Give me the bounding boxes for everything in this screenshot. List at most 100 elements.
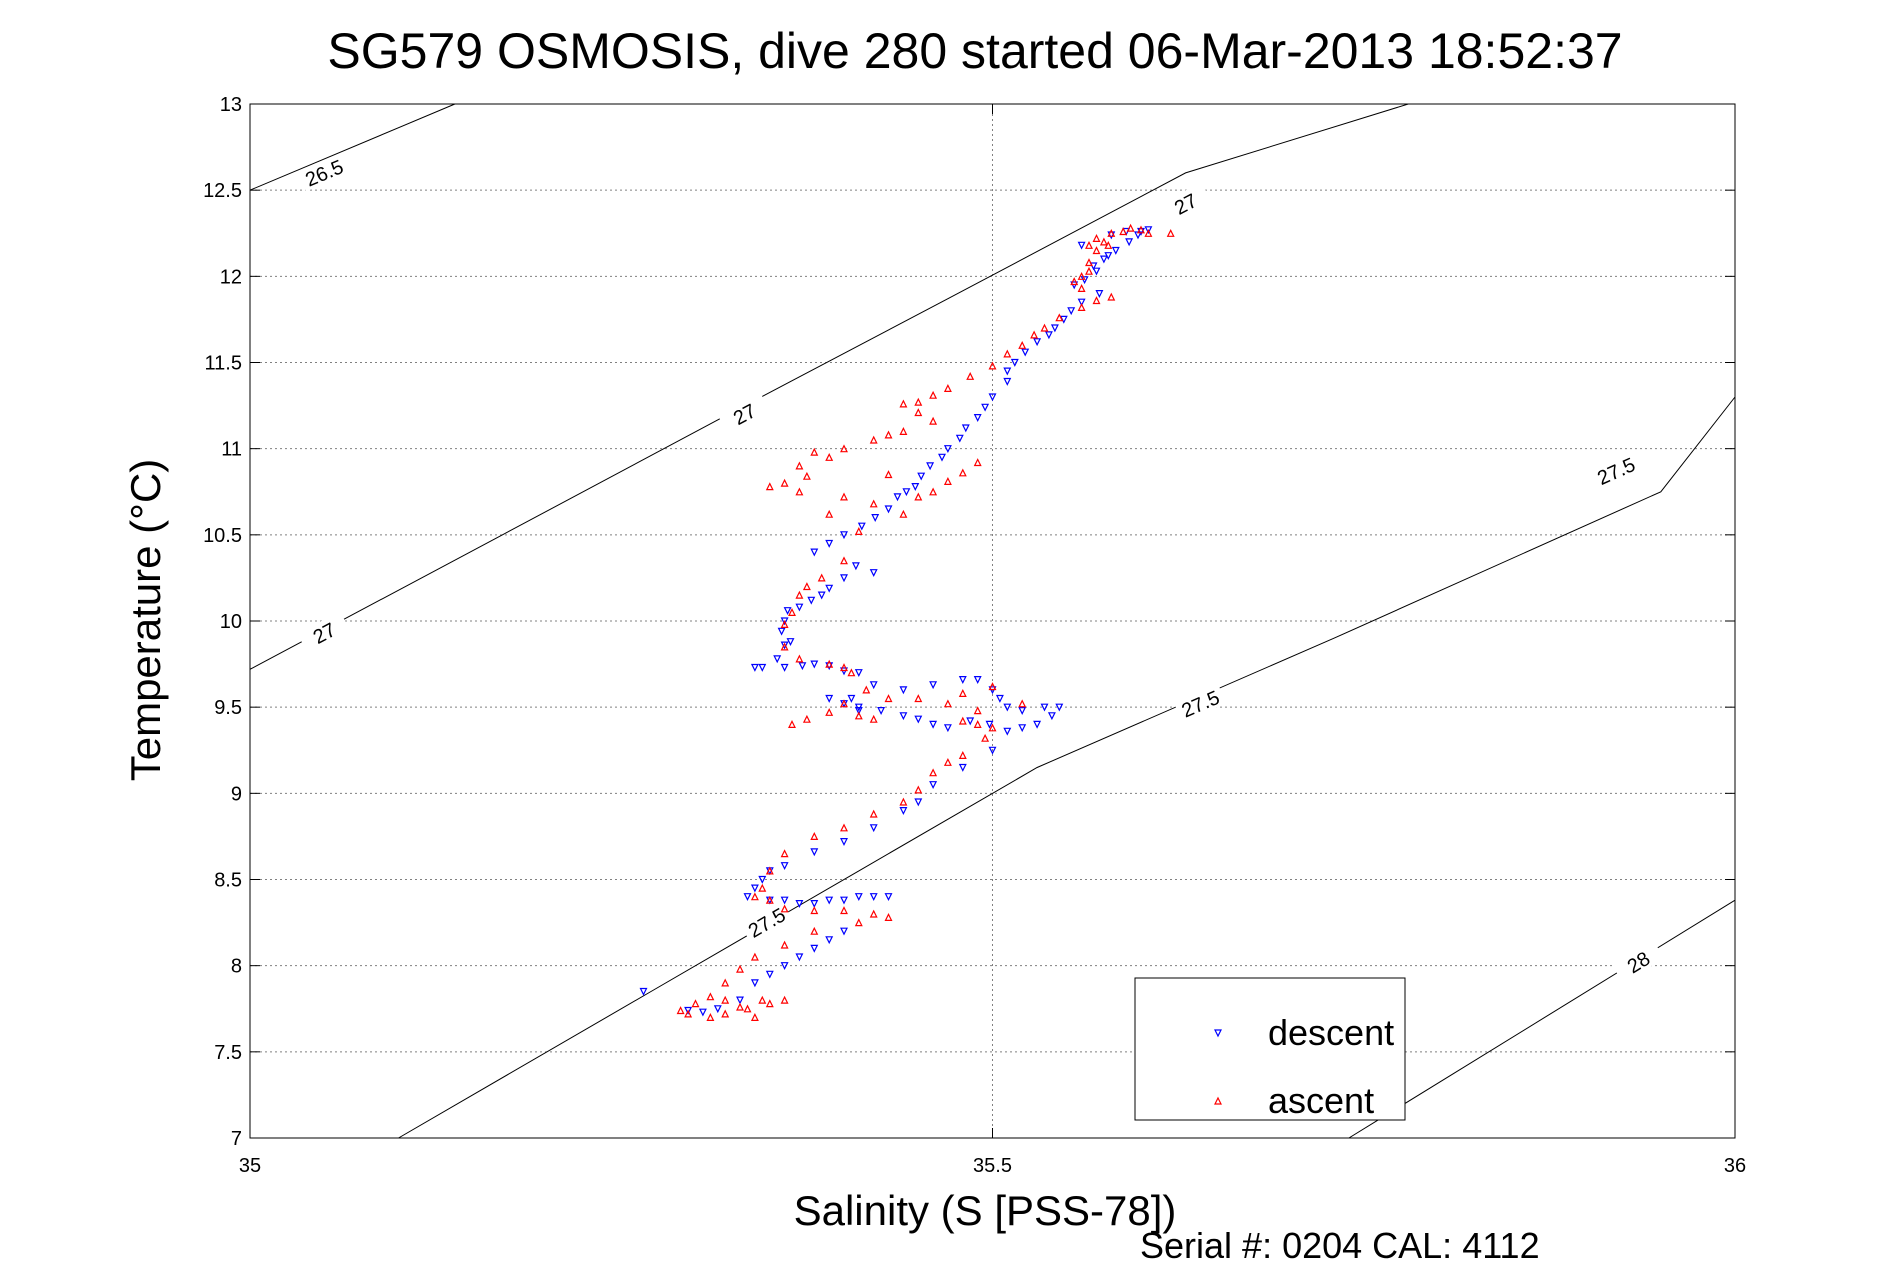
descent-point (884, 893, 893, 902)
descent-point (840, 837, 848, 846)
ascent-point (1030, 330, 1039, 339)
legend-marker-ascent (1214, 1096, 1222, 1105)
descent-point (795, 953, 804, 962)
ascent-point (914, 492, 923, 501)
ascent-point (914, 397, 923, 406)
ascent-point (1092, 234, 1101, 242)
ascent-point (840, 444, 848, 453)
ascent-point (765, 866, 774, 875)
descent-point (1044, 331, 1053, 340)
descent-point (985, 720, 994, 729)
descent-point (1018, 706, 1027, 715)
descent-point (1107, 231, 1116, 240)
ascent-point (1040, 323, 1049, 332)
descent-point (847, 694, 856, 703)
ascent-point (1092, 246, 1101, 255)
descent-point (871, 513, 880, 522)
ascent-point (854, 527, 863, 536)
descent-point (1003, 377, 1012, 386)
y-tick-label: 12.5 (203, 180, 242, 202)
ascent-point (825, 509, 834, 518)
legend: descent ascent (1134, 977, 1406, 1121)
descent-point (780, 896, 789, 905)
descent-point (825, 662, 834, 671)
descent-point (926, 462, 935, 471)
ascent-point (817, 573, 826, 582)
descent-point (995, 694, 1004, 703)
descent-point (777, 627, 786, 636)
ascent-point (1085, 258, 1093, 267)
ascent-point (1077, 303, 1086, 311)
descent-point (750, 884, 759, 893)
ascent-point (1104, 240, 1113, 249)
ascent-point (929, 416, 938, 425)
descent-point (765, 970, 774, 979)
descent-point (1047, 712, 1056, 721)
descent-point (1104, 252, 1113, 261)
ascent-point (988, 682, 997, 691)
ascent-point (869, 499, 878, 508)
ascent-point (795, 461, 804, 470)
descent-point (1003, 703, 1012, 712)
ascent-point (869, 809, 878, 818)
descent-point (869, 893, 878, 902)
ascent-point (810, 832, 819, 841)
ascent-point (743, 1004, 752, 1013)
density-contour-26.5 (249, 103, 456, 191)
ascent-point (825, 707, 834, 716)
ascent-point (854, 918, 863, 927)
ascent-point (736, 964, 744, 973)
y-tick-label: 7 (231, 1128, 242, 1150)
descent-point (914, 798, 923, 807)
descent-point (877, 706, 886, 715)
ascent-point (847, 668, 856, 677)
ascent-point (1070, 277, 1079, 286)
ascent-point (780, 940, 789, 949)
descent-point (1055, 703, 1064, 712)
y-tick-label: 9.5 (214, 697, 242, 719)
ascent-point (914, 408, 923, 417)
descent-point (840, 531, 848, 540)
ascent-point (884, 913, 893, 922)
ascent-point (1119, 227, 1128, 236)
descent-point (1092, 267, 1101, 276)
descent-point (1077, 241, 1086, 250)
x-tick-label: 35 (239, 1155, 261, 1177)
ascent-point (1107, 228, 1116, 237)
density-contour-27 (249, 103, 1409, 670)
ascent-point (1085, 266, 1093, 275)
descent-point (938, 453, 946, 462)
data-points (639, 223, 1175, 1022)
axis-ticks: 35 35.5 36 7 7.5 8 8.5 9 9.5 10 10.5 11 11.5 12 12.5 13 (203, 94, 1746, 1177)
ascent-point (1137, 225, 1145, 234)
descent-point (698, 1008, 707, 1017)
descent-point (929, 781, 938, 790)
descent-point (943, 445, 952, 454)
ascent-point (721, 978, 730, 987)
ascent-point (810, 926, 819, 935)
descent-point (1040, 703, 1049, 712)
descent-point (884, 505, 893, 514)
ascent-point (943, 699, 952, 708)
ascent-point (943, 757, 952, 766)
ascent-point (988, 361, 997, 370)
ascent-point (884, 430, 893, 439)
descent-point (854, 706, 863, 715)
descent-point (780, 663, 789, 672)
descent-point (825, 539, 834, 548)
ascent-point (780, 642, 789, 651)
ascent-point (840, 663, 848, 672)
descent-point (810, 548, 819, 557)
ascent-point (869, 909, 878, 918)
descent-point (988, 746, 997, 755)
y-tick-label: 10.5 (203, 525, 242, 547)
ascent-point (706, 1013, 715, 1022)
ascent-point (884, 470, 893, 479)
ascent-point (1077, 284, 1086, 292)
ascent-point (899, 797, 908, 806)
ascent-point (943, 384, 952, 392)
descent-point (810, 944, 819, 953)
